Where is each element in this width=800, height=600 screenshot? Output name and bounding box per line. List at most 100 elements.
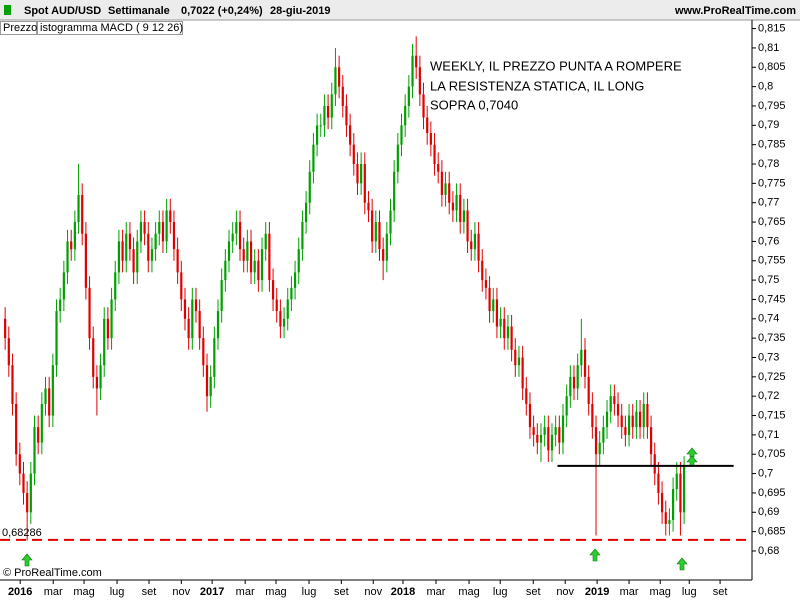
arrows <box>21 447 698 571</box>
candle-body <box>345 105 348 126</box>
candle-body <box>635 411 638 428</box>
y-tick-label: 0,7 <box>758 467 773 479</box>
candle-body <box>70 241 73 250</box>
candle-body <box>180 272 183 300</box>
up-arrow <box>589 548 601 562</box>
candle-body <box>59 299 62 312</box>
candle-body <box>550 434 554 451</box>
candle-body <box>161 222 165 242</box>
candle-body <box>605 411 609 428</box>
x-tick-label: mar <box>620 586 639 598</box>
x-tick-label: mag <box>458 586 479 598</box>
candle-body <box>18 454 21 474</box>
candle-body <box>671 489 675 521</box>
candle-body <box>29 473 32 513</box>
candle-body <box>260 249 264 281</box>
candle-body <box>22 473 25 493</box>
panel-label: Prezzo <box>3 22 37 34</box>
candle-body <box>301 222 304 250</box>
candle-body <box>609 396 612 412</box>
candle-body <box>598 442 601 455</box>
candle-body <box>154 233 157 250</box>
candle-body <box>649 427 653 455</box>
date: 28-giu-2019 <box>270 5 331 17</box>
candle-body <box>539 434 543 443</box>
candle-body <box>338 67 341 87</box>
header-icon <box>4 5 11 15</box>
y-tick-label: 0,805 <box>758 61 786 73</box>
candle-body <box>503 318 506 339</box>
candle-body <box>330 94 333 118</box>
candle-body <box>411 55 414 87</box>
candle-body <box>510 326 513 350</box>
candle-body <box>481 260 484 281</box>
candle-body <box>235 222 238 234</box>
candle-body <box>33 427 36 474</box>
candle-body <box>183 299 187 319</box>
candle-body <box>224 260 227 281</box>
candle-body <box>257 260 260 281</box>
y-tick-label: 0,75 <box>758 274 779 286</box>
candle-body <box>374 222 377 242</box>
candle-body <box>451 202 454 211</box>
candle-body <box>429 133 432 145</box>
candle-body <box>389 210 392 234</box>
candle-body <box>187 318 190 339</box>
candle-body <box>576 365 579 389</box>
candle-body <box>253 260 256 273</box>
y-tick-label: 0,815 <box>758 22 786 34</box>
x-tick-label: mag <box>650 586 671 598</box>
y-tick-label: 0,795 <box>758 100 786 112</box>
candle-body <box>495 299 499 327</box>
candle-body <box>543 427 546 435</box>
candle-body <box>642 403 645 428</box>
candle-body <box>334 67 337 95</box>
candle-body <box>227 241 231 261</box>
y-tick-label: 0,77 <box>758 197 779 209</box>
candle-body <box>385 233 388 261</box>
x-tick-label: nov <box>556 586 574 598</box>
candle-body <box>683 465 686 513</box>
x-tick-label: set <box>526 586 541 598</box>
candle-body <box>132 249 135 273</box>
y-tick-label: 0,735 <box>758 332 786 344</box>
candle-body <box>349 125 352 145</box>
candle-body <box>470 241 473 250</box>
candle-body <box>220 280 223 312</box>
panel-label: istogramma MACD ( 9 12 26) <box>40 22 183 34</box>
panel-tab[interactable] <box>37 21 183 35</box>
y-tick-label: 0,775 <box>758 177 786 189</box>
candle-body <box>205 365 209 397</box>
candle-body <box>304 202 308 223</box>
panel-tab[interactable] <box>0 21 37 35</box>
y-tick-label: 0,715 <box>758 409 786 421</box>
candle-body <box>99 365 102 389</box>
candle-body <box>407 86 410 106</box>
x-tick-label: lug <box>682 586 697 598</box>
candle-body <box>117 241 121 273</box>
candle-body <box>51 365 54 416</box>
candle-body <box>594 427 598 455</box>
candle-body <box>103 318 106 366</box>
candle-body <box>165 210 168 242</box>
candle-body <box>620 415 623 428</box>
candle-body <box>249 241 253 273</box>
y-tick-label: 0,695 <box>758 487 786 499</box>
y-tick-label: 0,72 <box>758 390 779 402</box>
candle-body <box>532 427 535 435</box>
x-tick-label: lug <box>302 586 317 598</box>
candle-body <box>55 311 58 366</box>
candle-body <box>81 194 84 234</box>
candle-body <box>341 86 344 106</box>
y-tick-label: 0,74 <box>758 313 779 325</box>
header-bar <box>0 0 800 20</box>
candle-body <box>602 427 605 443</box>
y-tick-label: 0,73 <box>758 351 779 363</box>
x-tick-label: 2016 <box>8 586 32 598</box>
y-tick-label: 0,76 <box>758 235 779 247</box>
y-tick-label: 0,785 <box>758 139 786 151</box>
candle-body <box>437 164 440 172</box>
y-tick-label: 0,69 <box>758 506 779 518</box>
candle-body <box>158 222 161 234</box>
